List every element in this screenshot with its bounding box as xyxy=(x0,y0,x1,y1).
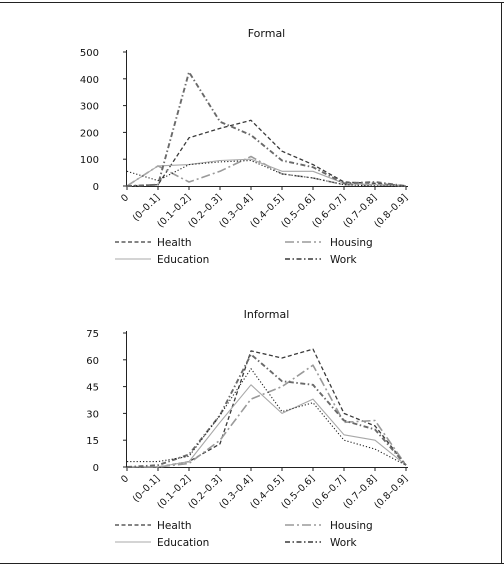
y-tick-label: 15 xyxy=(86,436,99,447)
legend-label: Health xyxy=(157,237,191,249)
series-line-education xyxy=(126,158,407,187)
y-tick-label: 30 xyxy=(86,409,99,420)
legend-label: Education xyxy=(157,537,209,549)
series-line-work xyxy=(126,353,407,468)
legend-label: Housing xyxy=(330,520,373,532)
y-tick-label: 100 xyxy=(80,155,99,166)
legend-label: Housing xyxy=(330,237,373,249)
series-line-unlabeled xyxy=(127,368,407,466)
y-tick-label: 60 xyxy=(86,356,99,367)
x-tick-label: 0 xyxy=(119,192,131,204)
series-line-education xyxy=(127,384,407,468)
series-line-housing xyxy=(126,155,407,187)
chart-title: Informal xyxy=(244,308,290,321)
series-line-health xyxy=(126,119,407,187)
y-tick-label: 0 xyxy=(93,182,99,193)
legend-label: Education xyxy=(157,254,209,266)
series-line-work xyxy=(126,71,407,187)
x-tick-label: 0 xyxy=(119,473,131,485)
y-tick-label: 400 xyxy=(80,75,99,86)
y-tick-label: 45 xyxy=(86,383,99,394)
x-tick-label: (0.8–0.9] xyxy=(372,192,410,230)
series-line-health xyxy=(127,348,407,468)
legend-label: Work xyxy=(330,537,358,549)
chart-title: Formal xyxy=(248,27,286,40)
x-tick-label: (0.8–0.9] xyxy=(372,473,410,511)
y-tick-label: 0 xyxy=(93,463,99,474)
series-line-housing xyxy=(127,364,407,468)
y-tick-label: 200 xyxy=(80,128,99,139)
y-tick-label: 500 xyxy=(80,48,99,59)
y-tick-label: 300 xyxy=(80,102,99,113)
y-tick-label: 75 xyxy=(86,329,99,340)
legend-label: Work xyxy=(330,254,358,266)
legend-label: Health xyxy=(157,520,191,532)
